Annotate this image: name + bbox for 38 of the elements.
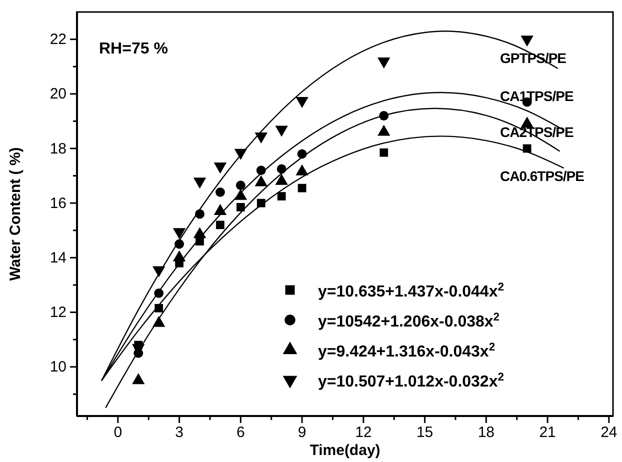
point <box>298 184 306 192</box>
y-tick-label: 22 <box>50 31 66 48</box>
legend-label: y=10.635+1.437x-0.044x$^{2}$ <box>318 281 504 300</box>
point <box>216 220 224 230</box>
y-tick-label: 20 <box>50 86 66 103</box>
annotation: CA0.6TPS/PE <box>500 168 584 184</box>
x-tick-label: 18 <box>478 424 495 441</box>
y-tick-label: 16 <box>50 194 66 212</box>
x-axis-title: Time(day) <box>310 442 380 459</box>
point <box>275 126 288 137</box>
x-tick-label: 6 <box>236 424 245 441</box>
point <box>132 373 145 384</box>
y-tick-label: 12 <box>50 304 66 322</box>
point <box>378 57 390 68</box>
y-axis-title: Water Content ( %) <box>7 147 24 281</box>
x-tick-label: 24 <box>600 424 618 441</box>
legend-label: y=9.424+1.316x-0.043x$^{2}$ <box>318 341 496 360</box>
annotation: CA1TPS/PE <box>500 88 574 104</box>
point <box>296 97 308 108</box>
x-tick-label: 3 <box>175 424 184 441</box>
y-tick-label: 18 <box>50 140 66 158</box>
legend-label: y=10542+1.206x-0.038x$^{2}$ <box>318 311 500 330</box>
x-tick-label: 12 <box>355 424 372 441</box>
point <box>254 132 268 144</box>
y-tick-label: 14 <box>50 249 66 266</box>
point <box>520 36 534 47</box>
legend-label: y=10.507+1.012x-0.032x$^{2}$ <box>318 371 504 390</box>
annotation: RH=75 % <box>99 40 168 58</box>
point <box>236 180 246 190</box>
y-tick-label: 10 <box>50 358 66 376</box>
x-tick-label: 9 <box>298 424 306 441</box>
point <box>277 192 286 200</box>
x-tick-label: 15 <box>416 424 434 441</box>
point <box>236 202 245 212</box>
x-tick-label: 0 <box>114 424 122 441</box>
x-tick-label: 21 <box>539 424 556 441</box>
point <box>380 148 388 157</box>
point <box>215 187 225 197</box>
